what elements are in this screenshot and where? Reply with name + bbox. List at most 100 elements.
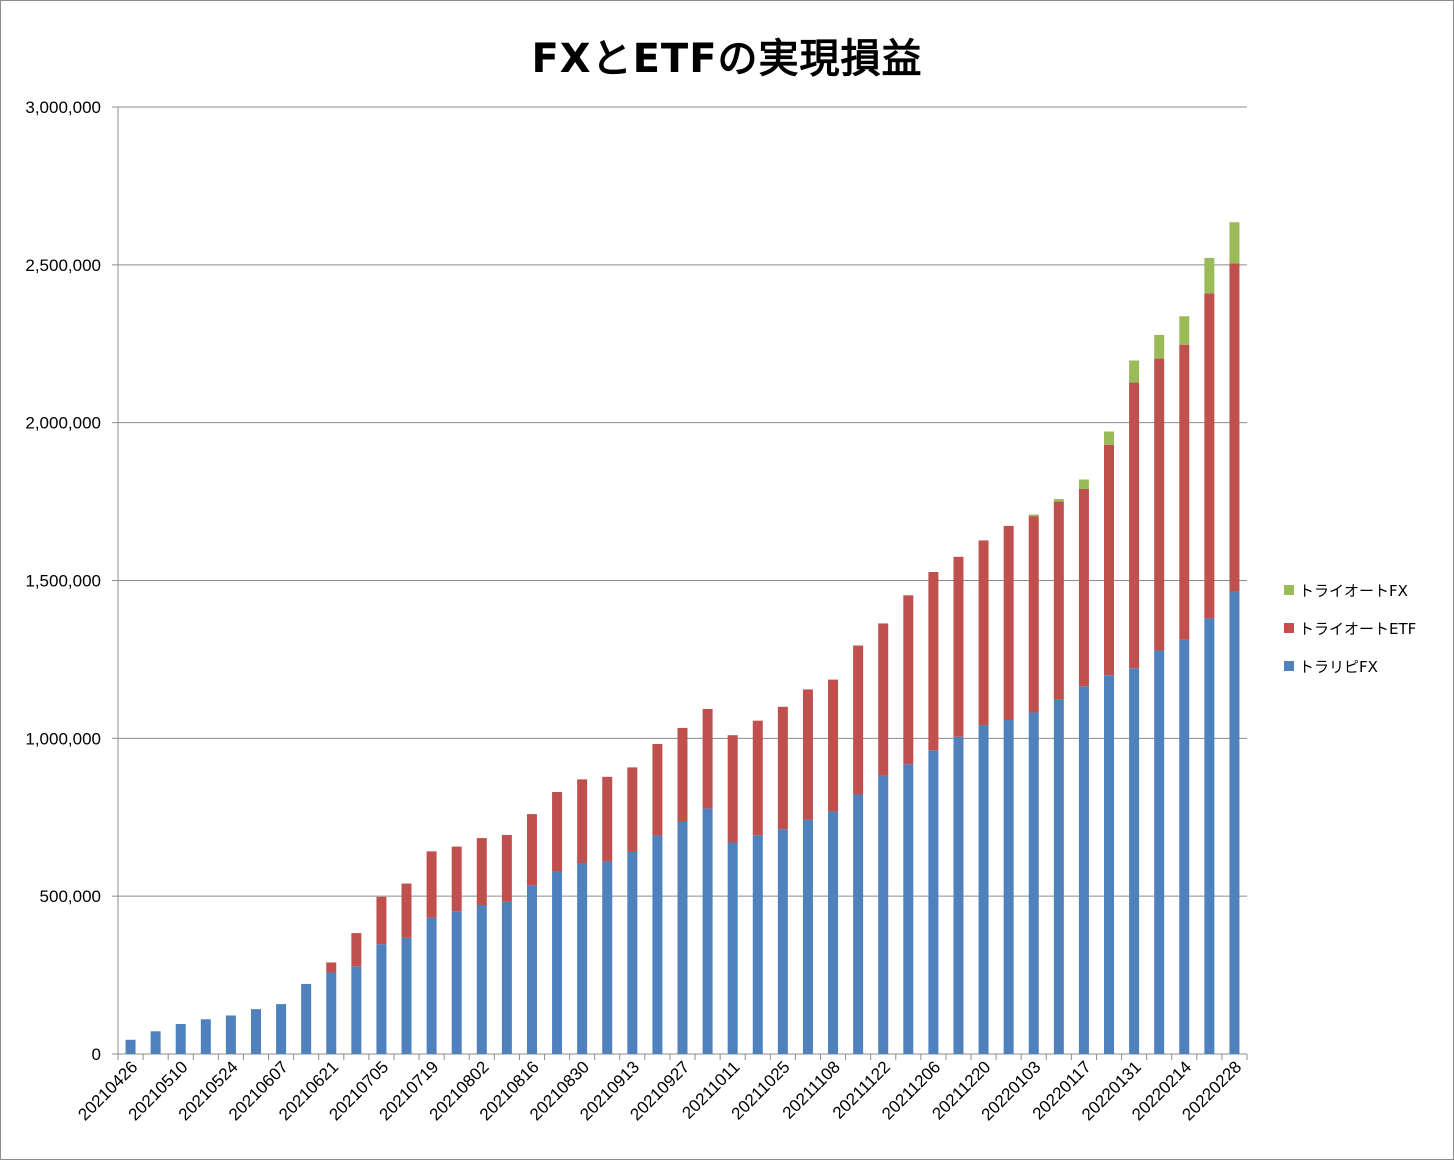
y-tick-label: 0: [92, 1045, 101, 1064]
bar-segment-series-0: [577, 863, 588, 1054]
bar-segment-series-2: [1129, 360, 1140, 383]
bar-segment-series-0: [1003, 720, 1014, 1054]
bar-segment-series-0: [828, 811, 839, 1054]
legend-swatch: [1284, 623, 1294, 633]
bar-segment-series-0: [376, 944, 387, 1054]
legend-label: トライオートFX: [1299, 581, 1408, 600]
bar-segment-series-1: [451, 846, 462, 912]
bar-segment-series-2: [1229, 222, 1240, 264]
bar-segment-series-0: [752, 835, 763, 1054]
bar-segment-series-0: [1229, 591, 1240, 1054]
bar-segment-series-0: [727, 842, 738, 1054]
bar-segment-series-1: [652, 744, 663, 836]
bar-segment-series-1: [552, 791, 563, 872]
bar-segment-series-0: [928, 750, 939, 1054]
bar-segment-series-0: [476, 905, 487, 1054]
bar-segment-series-0: [401, 937, 412, 1054]
bar-segment-series-0: [953, 736, 964, 1054]
legend-label: トライオートETF: [1299, 619, 1417, 638]
legend-swatch: [1284, 585, 1294, 595]
bar-segment-series-0: [225, 1015, 236, 1054]
bar-segment-series-1: [928, 571, 939, 751]
legend-swatch: [1284, 661, 1294, 671]
bar-segment-series-1: [677, 727, 688, 822]
bar-segment-series-0: [652, 835, 663, 1054]
bar-segment-series-0: [276, 1004, 287, 1054]
bar-segment-series-1: [526, 814, 537, 886]
x-tick-labels: 2021042620210510202105242021060720210621…: [74, 1057, 1245, 1124]
y-tick-label: 1,500,000: [25, 572, 101, 591]
bar-segment-series-2: [1204, 257, 1215, 294]
bar-segment-series-0: [1078, 686, 1089, 1054]
chart-title: FXとETFの実現損益: [531, 36, 923, 82]
bar-segment-series-1: [752, 720, 763, 836]
bar-segment-series-1: [1104, 444, 1115, 676]
bar-segment-series-0: [627, 851, 638, 1054]
bar-segment-series-0: [1104, 675, 1115, 1054]
bar-segment-series-1: [1204, 293, 1215, 619]
bar-segment-series-1: [602, 776, 613, 862]
y-tick-label: 500,000: [40, 887, 101, 906]
bar-segment-series-0: [150, 1031, 161, 1054]
bar-segment-series-0: [351, 966, 362, 1054]
bar-segment-series-0: [978, 725, 989, 1054]
bar-segment-series-2: [1104, 431, 1115, 445]
bar-segment-series-1: [828, 679, 839, 812]
bar-segment-series-1: [878, 623, 889, 776]
bar-segment-series-1: [1129, 382, 1140, 669]
bar-segment-series-1: [426, 851, 437, 918]
bar-segment-series-2: [1179, 316, 1190, 345]
bar-segment-series-2: [1028, 514, 1039, 517]
y-tick-label: 3,000,000: [25, 98, 101, 117]
bar-segment-series-1: [1053, 501, 1064, 700]
legend-item-toraioto-etf: トライオートETF: [1284, 609, 1416, 647]
bar-segment-series-0: [200, 1019, 211, 1054]
y-tick-label: 2,000,000: [25, 414, 101, 433]
bar-segment-series-1: [577, 779, 588, 864]
bar-segment-series-1: [853, 645, 864, 795]
bar-segment-series-1: [953, 556, 964, 737]
bar-segment-series-0: [1154, 650, 1165, 1054]
bar-segment-series-1: [1179, 344, 1190, 640]
bar-segment-series-0: [326, 972, 337, 1054]
bar-segment-series-1: [702, 708, 713, 809]
bar-segment-series-2: [1078, 479, 1089, 489]
bar-segment-series-0: [1204, 618, 1215, 1054]
bar-segment-series-1: [376, 896, 387, 945]
bar-segment-series-0: [1179, 639, 1190, 1054]
bar-segment-series-0: [702, 808, 713, 1054]
bar-segment-series-0: [677, 821, 688, 1054]
legend: トライオートFX トライオートETF トラリピFX: [1284, 571, 1416, 685]
bar-segment-series-0: [1028, 712, 1039, 1054]
y-tick-labels: 0 500,000 1,000,000 1,500,000 2,000,000 2,500…: [25, 98, 101, 1064]
bar-segment-series-1: [627, 767, 638, 852]
bar-segment-series-1: [777, 706, 788, 830]
bar-segment-series-0: [1053, 699, 1064, 1054]
bar-segment-series-0: [301, 983, 312, 1054]
legend-label: トラリピFX: [1299, 657, 1378, 676]
bar-segment-series-0: [903, 764, 914, 1054]
bar-segment-series-0: [501, 901, 512, 1054]
bar-segment-series-0: [802, 819, 813, 1054]
bar-segment-series-0: [853, 794, 864, 1054]
bar-segment-series-1: [1028, 516, 1039, 713]
bar-segment-series-1: [903, 595, 914, 765]
bar-segment-series-1: [1078, 488, 1089, 687]
bar-segment-series-1: [501, 834, 512, 902]
bar-segment-series-0: [451, 911, 462, 1054]
bar-segment-series-0: [878, 775, 889, 1054]
bar-segment-series-1: [727, 735, 738, 843]
bar-segment-series-1: [476, 838, 487, 906]
bars: [125, 222, 1240, 1054]
bar-segment-series-0: [250, 1009, 261, 1054]
bar-segment-series-1: [351, 933, 362, 967]
bar-segment-series-1: [326, 962, 337, 973]
bar-segment-series-1: [1154, 358, 1165, 651]
bar-segment-series-1: [1003, 525, 1014, 721]
bar-segment-series-0: [552, 871, 563, 1054]
bar-segment-series-2: [1154, 334, 1165, 359]
bar-segment-series-0: [526, 885, 537, 1054]
bar-segment-series-0: [1129, 668, 1140, 1054]
bar-segment-series-0: [426, 917, 437, 1054]
bar-segment-series-2: [1053, 499, 1064, 502]
